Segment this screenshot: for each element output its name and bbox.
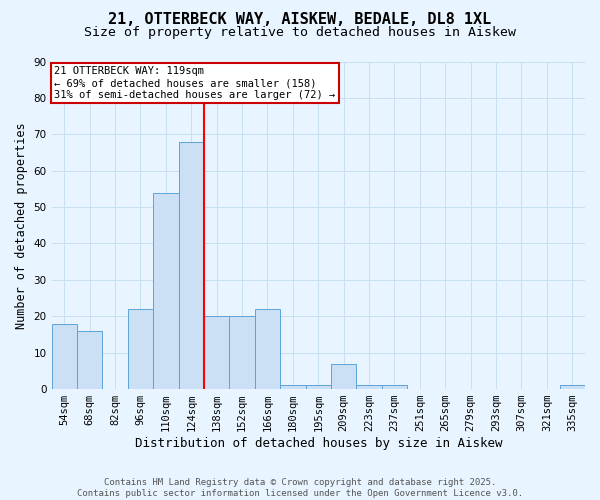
Bar [229,316,255,389]
Bar [52,324,77,389]
Text: Contains HM Land Registry data © Crown copyright and database right 2025.
Contai: Contains HM Land Registry data © Crown c… [77,478,523,498]
Bar [560,386,585,389]
Bar [179,142,204,389]
Bar [77,331,103,389]
Text: 21 OTTERBECK WAY: 119sqm
← 69% of detached houses are smaller (158)
31% of semi-: 21 OTTERBECK WAY: 119sqm ← 69% of detach… [54,66,335,100]
Bar [204,316,229,389]
Bar [382,386,407,389]
Bar [305,386,331,389]
Bar [331,364,356,389]
Y-axis label: Number of detached properties: Number of detached properties [15,122,28,328]
Bar [128,309,153,389]
Text: 21, OTTERBECK WAY, AISKEW, BEDALE, DL8 1XL: 21, OTTERBECK WAY, AISKEW, BEDALE, DL8 1… [109,12,491,28]
X-axis label: Distribution of detached houses by size in Aiskew: Distribution of detached houses by size … [134,437,502,450]
Bar [255,309,280,389]
Text: Size of property relative to detached houses in Aiskew: Size of property relative to detached ho… [84,26,516,39]
Bar [356,386,382,389]
Bar [280,386,305,389]
Bar [153,192,179,389]
